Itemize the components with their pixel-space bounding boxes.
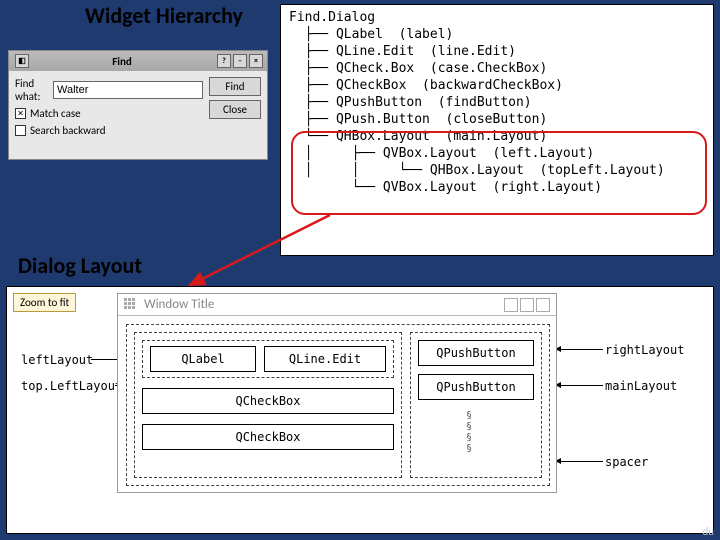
find-title: Find — [112, 55, 132, 68]
tree-row: ├── QLine.Edit (line.Edit) — [289, 43, 705, 60]
window-mock: Window Title QLabel QLine.Edit QCheckBox… — [117, 293, 557, 493]
tree-row: ├── QLabel (label) — [289, 26, 705, 43]
heading-dialog-layout: Dialog Layout — [18, 252, 142, 279]
spacer-spring: §§§§ — [466, 410, 471, 454]
find-what-input[interactable] — [53, 81, 203, 99]
ann-leftlayout: leftLayout — [21, 353, 93, 367]
match-case-checkbox[interactable]: ✕ — [15, 108, 26, 119]
search-backward-label: Search backward — [30, 124, 106, 137]
find-titlebar: ◧ Find ? – × — [9, 51, 267, 71]
qcheckbox1-box: QCheckBox — [142, 388, 394, 414]
win-btn-2[interactable] — [520, 298, 534, 312]
qlabel-box: QLabel — [150, 346, 256, 372]
tree-row: ├── QPush.Button (closeButton) — [289, 111, 705, 128]
ann-mainlayout: mainLayout — [605, 379, 677, 393]
close-button[interactable]: Close — [209, 100, 261, 119]
win-btn-3[interactable] — [536, 298, 550, 312]
window-title-text: Window Title — [144, 297, 214, 312]
tree-row: Find.Dialog — [289, 9, 705, 26]
win-btn-1[interactable] — [504, 298, 518, 312]
qpushbutton1-box: QPushButton — [418, 340, 534, 366]
tree-panel: Find.Dialog ├── QLabel (label) ├── QLine… — [280, 4, 714, 256]
sysmenu-icon[interactable]: ◧ — [15, 54, 29, 68]
grip-icon — [124, 298, 138, 312]
window-titlebar: Window Title — [118, 294, 556, 316]
minimize-icon[interactable]: – — [233, 54, 247, 68]
qlineedit-box: QLine.Edit — [264, 346, 386, 372]
tree-row: ├── QPushButton (findButton) — [289, 94, 705, 111]
find-button[interactable]: Find — [209, 77, 261, 96]
heading-widget-hierarchy: Widget Hierarchy — [85, 2, 243, 29]
find-what-label: Find what: — [15, 77, 49, 103]
tree-row: ├── QCheck.Box (case.CheckBox) — [289, 60, 705, 77]
tree-row: ├── QCheckBox (backwardCheckBox) — [289, 77, 705, 94]
qpushbutton2-box: QPushButton — [418, 374, 534, 400]
footer-edu: du — [702, 525, 714, 538]
close-icon[interactable]: × — [249, 54, 263, 68]
highlight-box — [291, 131, 707, 215]
ann-rightlayout: rightLayout — [605, 343, 684, 357]
ann-spacer: spacer — [605, 455, 648, 469]
ann-topleftlayout: top.LeftLayout — [21, 379, 122, 393]
help-icon[interactable]: ? — [217, 54, 231, 68]
layout-panel: Zoom to fit leftLayout top.LeftLayout ri… — [6, 286, 714, 534]
find-dialog: ◧ Find ? – × Find what: ✕ Match case Sea… — [8, 50, 268, 160]
zoom-to-fit-button[interactable]: Zoom to fit — [13, 293, 76, 312]
search-backward-checkbox[interactable] — [15, 125, 26, 136]
qcheckbox2-box: QCheckBox — [142, 424, 394, 450]
match-case-label: Match case — [30, 107, 81, 120]
